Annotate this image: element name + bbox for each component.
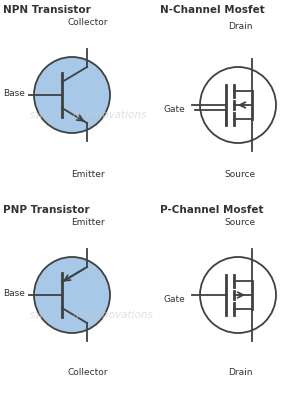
Text: Gate: Gate [163, 296, 185, 304]
Text: Drain: Drain [228, 22, 252, 31]
Text: NPN Transistor: NPN Transistor [3, 5, 91, 15]
Text: Base: Base [3, 288, 25, 298]
Text: swi        m innovations: swi m innovations [30, 110, 147, 120]
Text: Collector: Collector [68, 368, 108, 377]
Text: swi        am innovations: swi am innovations [30, 310, 153, 320]
Circle shape [34, 257, 110, 333]
Text: Base: Base [3, 88, 25, 98]
Text: Source: Source [224, 218, 256, 227]
Circle shape [34, 57, 110, 133]
Circle shape [200, 257, 276, 333]
Circle shape [200, 67, 276, 143]
Text: Source: Source [224, 170, 256, 179]
Text: Drain: Drain [228, 368, 252, 377]
Text: Emitter: Emitter [71, 218, 105, 227]
Text: PNP Transistor: PNP Transistor [3, 205, 90, 215]
Text: Collector: Collector [68, 18, 108, 27]
Text: Emitter: Emitter [71, 170, 105, 179]
Text: Gate: Gate [163, 106, 185, 114]
Text: N-Channel Mosfet: N-Channel Mosfet [160, 5, 265, 15]
Text: P-Channel Mosfet: P-Channel Mosfet [160, 205, 264, 215]
